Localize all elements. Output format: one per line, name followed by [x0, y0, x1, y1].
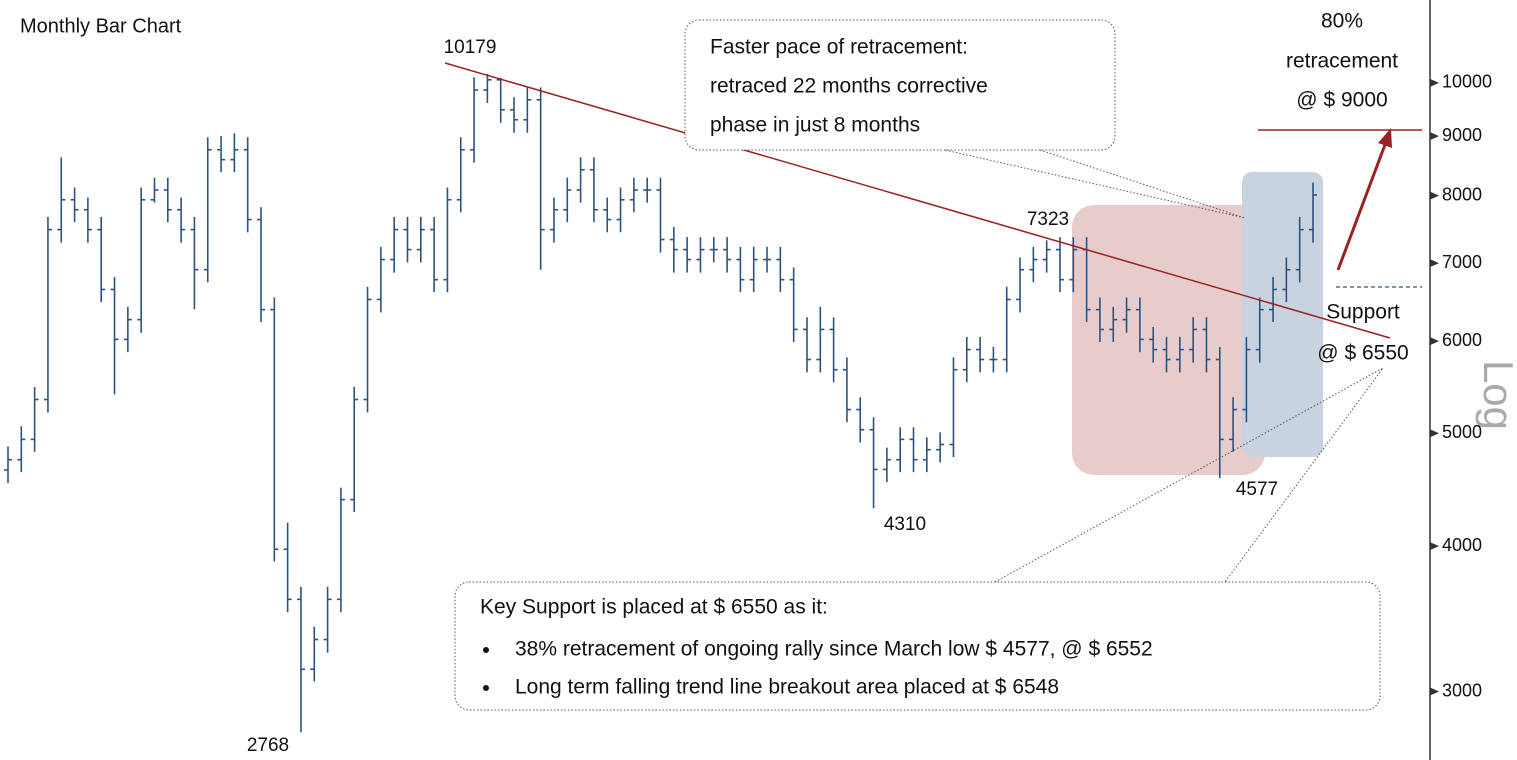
bullet — [483, 647, 489, 653]
y-tick-label: 8000 — [1442, 184, 1482, 204]
y-tick-label: 6000 — [1442, 330, 1482, 350]
price-label: 7323 — [1027, 209, 1069, 230]
price-label: 10179 — [444, 37, 497, 58]
callout-top-box — [684, 19, 1116, 151]
bullet — [483, 685, 489, 691]
price-label: 4577 — [1236, 479, 1278, 500]
callout-bottom-box — [454, 581, 1381, 711]
y-tick-label: 7000 — [1442, 252, 1482, 272]
blue-zone — [1242, 172, 1323, 457]
y-tick — [1430, 429, 1439, 438]
callout-bottom-pointer — [994, 367, 1384, 583]
arrow-shaft — [1336, 141, 1388, 271]
bars — [4, 73, 1317, 733]
callout-bullet: Long term falling trend line breakout ar… — [515, 676, 1059, 699]
retracement-note: @ $ 9000 — [1296, 89, 1387, 112]
support-note: @ $ 6550 — [1317, 342, 1408, 365]
y-tick-label: 5000 — [1442, 422, 1482, 442]
y-tick — [1430, 542, 1439, 551]
y-tick-label: 9000 — [1442, 125, 1482, 145]
callout-line: phase in just 8 months — [710, 114, 920, 137]
y-tick-label: 10000 — [1442, 72, 1492, 92]
callout-line: Faster pace of retracement: — [710, 36, 968, 59]
support-note: Support — [1326, 301, 1400, 324]
y-tick — [1430, 259, 1439, 268]
y-tick — [1430, 191, 1439, 200]
retracement-note: retracement — [1286, 50, 1398, 73]
callout-heading: Key Support is placed at $ 6550 as it: — [480, 596, 828, 619]
callout-top-pointer — [944, 149, 1246, 219]
arrow-head — [1378, 128, 1392, 148]
callout-bullet: 38% retracement of ongoing rally since M… — [515, 638, 1153, 661]
y-tick — [1430, 132, 1439, 141]
trend-line — [444, 62, 1391, 339]
price-label: 2768 — [247, 735, 289, 756]
y-tick-label: 3000 — [1442, 680, 1482, 700]
callout-line: retraced 22 months corrective — [710, 75, 988, 98]
y-tick-label: 4000 — [1442, 535, 1482, 555]
pink-zone — [1072, 205, 1265, 475]
price-label: 4310 — [884, 514, 926, 535]
chart-title: Monthly Bar Chart — [20, 15, 182, 37]
y-tick — [1430, 687, 1439, 696]
y-tick — [1430, 78, 1439, 87]
retracement-note: 80% — [1321, 10, 1363, 33]
y-tick — [1430, 337, 1439, 346]
y-axis-label: Log — [1475, 360, 1517, 430]
